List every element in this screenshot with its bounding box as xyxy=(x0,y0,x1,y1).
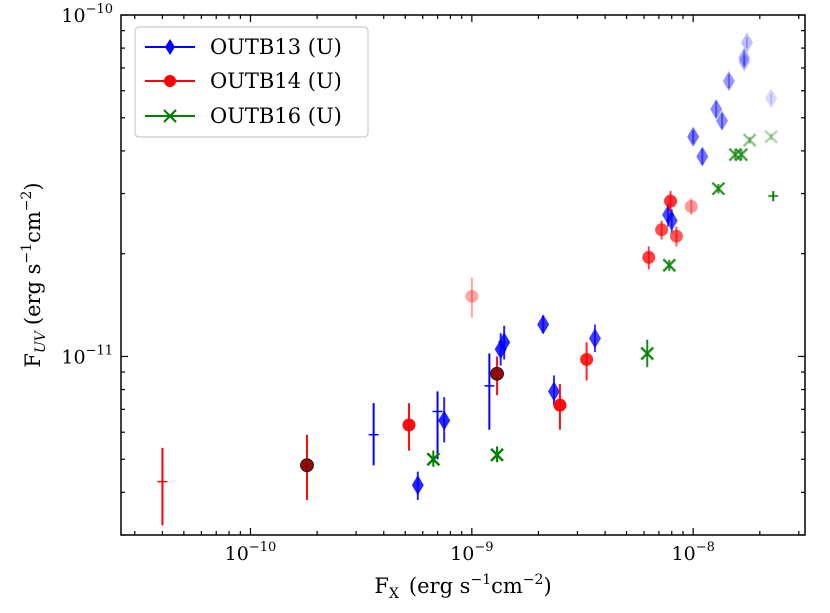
data-point-diamond xyxy=(738,51,751,72)
data-point-circle xyxy=(553,398,567,412)
data-point-circle xyxy=(684,199,698,213)
data-point-circle xyxy=(664,194,678,208)
legend-box xyxy=(134,26,369,138)
data-point-diamond xyxy=(411,475,424,496)
data-point-x xyxy=(640,346,655,361)
data-point-circle xyxy=(490,366,504,381)
legend-label-outb14: OUTB14 (U) xyxy=(210,69,342,93)
data-point-diamond xyxy=(687,126,700,147)
data-point-diamond xyxy=(547,381,560,402)
x-tick-label: 10−10 xyxy=(225,540,277,565)
data-point-diamond xyxy=(740,32,753,53)
data-point-x xyxy=(662,258,677,273)
data-point-diamond xyxy=(498,332,511,353)
data-point-diamond xyxy=(696,146,709,167)
legend-marker-circle-icon xyxy=(164,75,176,87)
legend-marker-x-icon xyxy=(163,109,177,123)
data-point-circle xyxy=(580,352,594,366)
data-point-diamond xyxy=(722,71,735,92)
data-point-x xyxy=(734,147,749,162)
data-point-diamond xyxy=(438,410,451,431)
data-point-diamond xyxy=(765,88,778,109)
axis-tick-labels: 10−10 10−9 10−8 10−11 10−10 xyxy=(61,2,714,565)
data-point-circle xyxy=(642,250,656,264)
data-point-x xyxy=(426,452,441,467)
series-outb16 xyxy=(426,129,779,467)
legend-marker-diamond-icon xyxy=(165,39,175,55)
plot-frame xyxy=(120,14,806,536)
legend-entry-outb16: OUTB16 (U) xyxy=(145,104,342,128)
y-axis-label: FUV(erg s−1cm−2) xyxy=(19,182,49,367)
data-point-diamond xyxy=(665,210,678,231)
series-outb13 xyxy=(368,32,778,500)
data-point-x xyxy=(711,181,726,196)
data-point-x xyxy=(490,448,504,462)
legend-entry-outb13: OUTB13 (U) xyxy=(145,35,342,59)
series-outb14 xyxy=(157,191,698,526)
data-point-diamond xyxy=(716,110,729,131)
data-point-x xyxy=(742,133,757,148)
data-point-diamond xyxy=(588,328,601,349)
data-point-diamond xyxy=(537,314,550,335)
y-tick-label: 10−10 xyxy=(61,2,113,27)
x-axis-label: FX (erg s−1cm−2) xyxy=(374,572,551,602)
legend: OUTB13 (U) OUTB14 (U) OUTB16 (U) xyxy=(134,26,369,138)
plot-area xyxy=(157,32,779,526)
data-point-diamond xyxy=(738,47,751,68)
data-point-circle xyxy=(402,418,416,432)
legend-label-outb16: OUTB16 (U) xyxy=(210,104,342,128)
data-point-circle xyxy=(669,229,683,243)
axis-ticks xyxy=(121,14,805,536)
y-tick-label: 10−11 xyxy=(61,343,113,368)
legend-entry-outb14: OUTB14 (U) xyxy=(145,69,342,93)
data-point-circle xyxy=(300,458,314,473)
x-tick-label: 10−8 xyxy=(672,540,715,565)
data-point-diamond xyxy=(710,99,723,120)
legend-label-outb13: OUTB13 (U) xyxy=(210,35,342,59)
data-point-circle xyxy=(655,223,669,237)
data-point-circle xyxy=(465,289,479,303)
data-point-x xyxy=(728,147,743,162)
x-tick-label: 10−9 xyxy=(450,540,493,565)
data-point-x xyxy=(764,129,778,144)
